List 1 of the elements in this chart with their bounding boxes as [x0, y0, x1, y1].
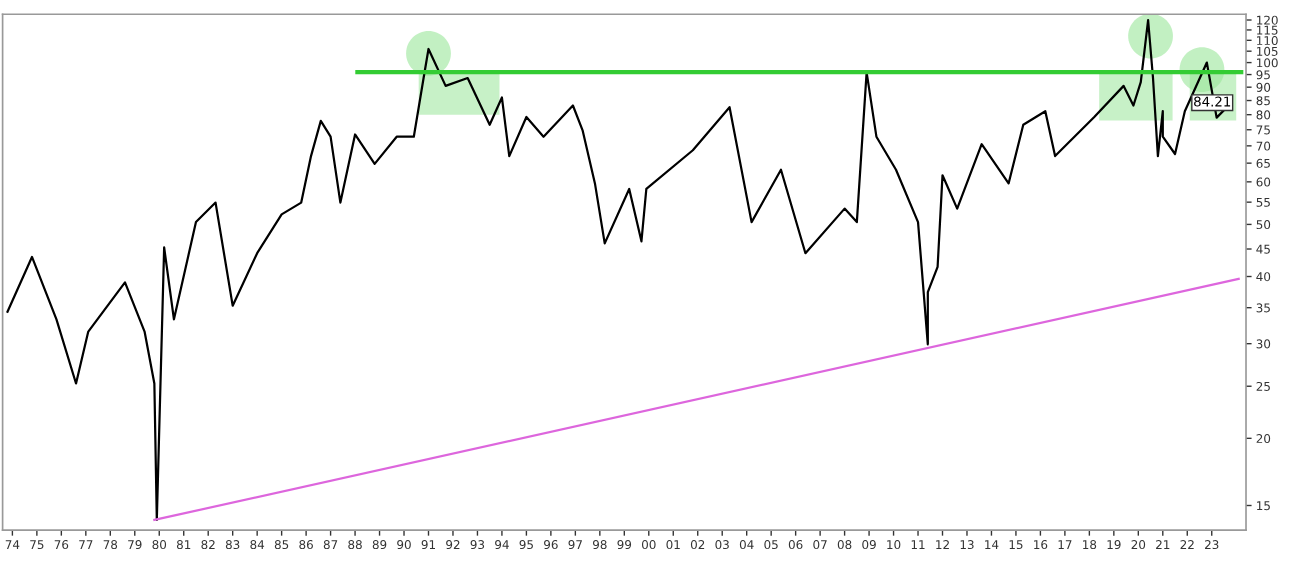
point	[1128, 14, 1173, 59]
